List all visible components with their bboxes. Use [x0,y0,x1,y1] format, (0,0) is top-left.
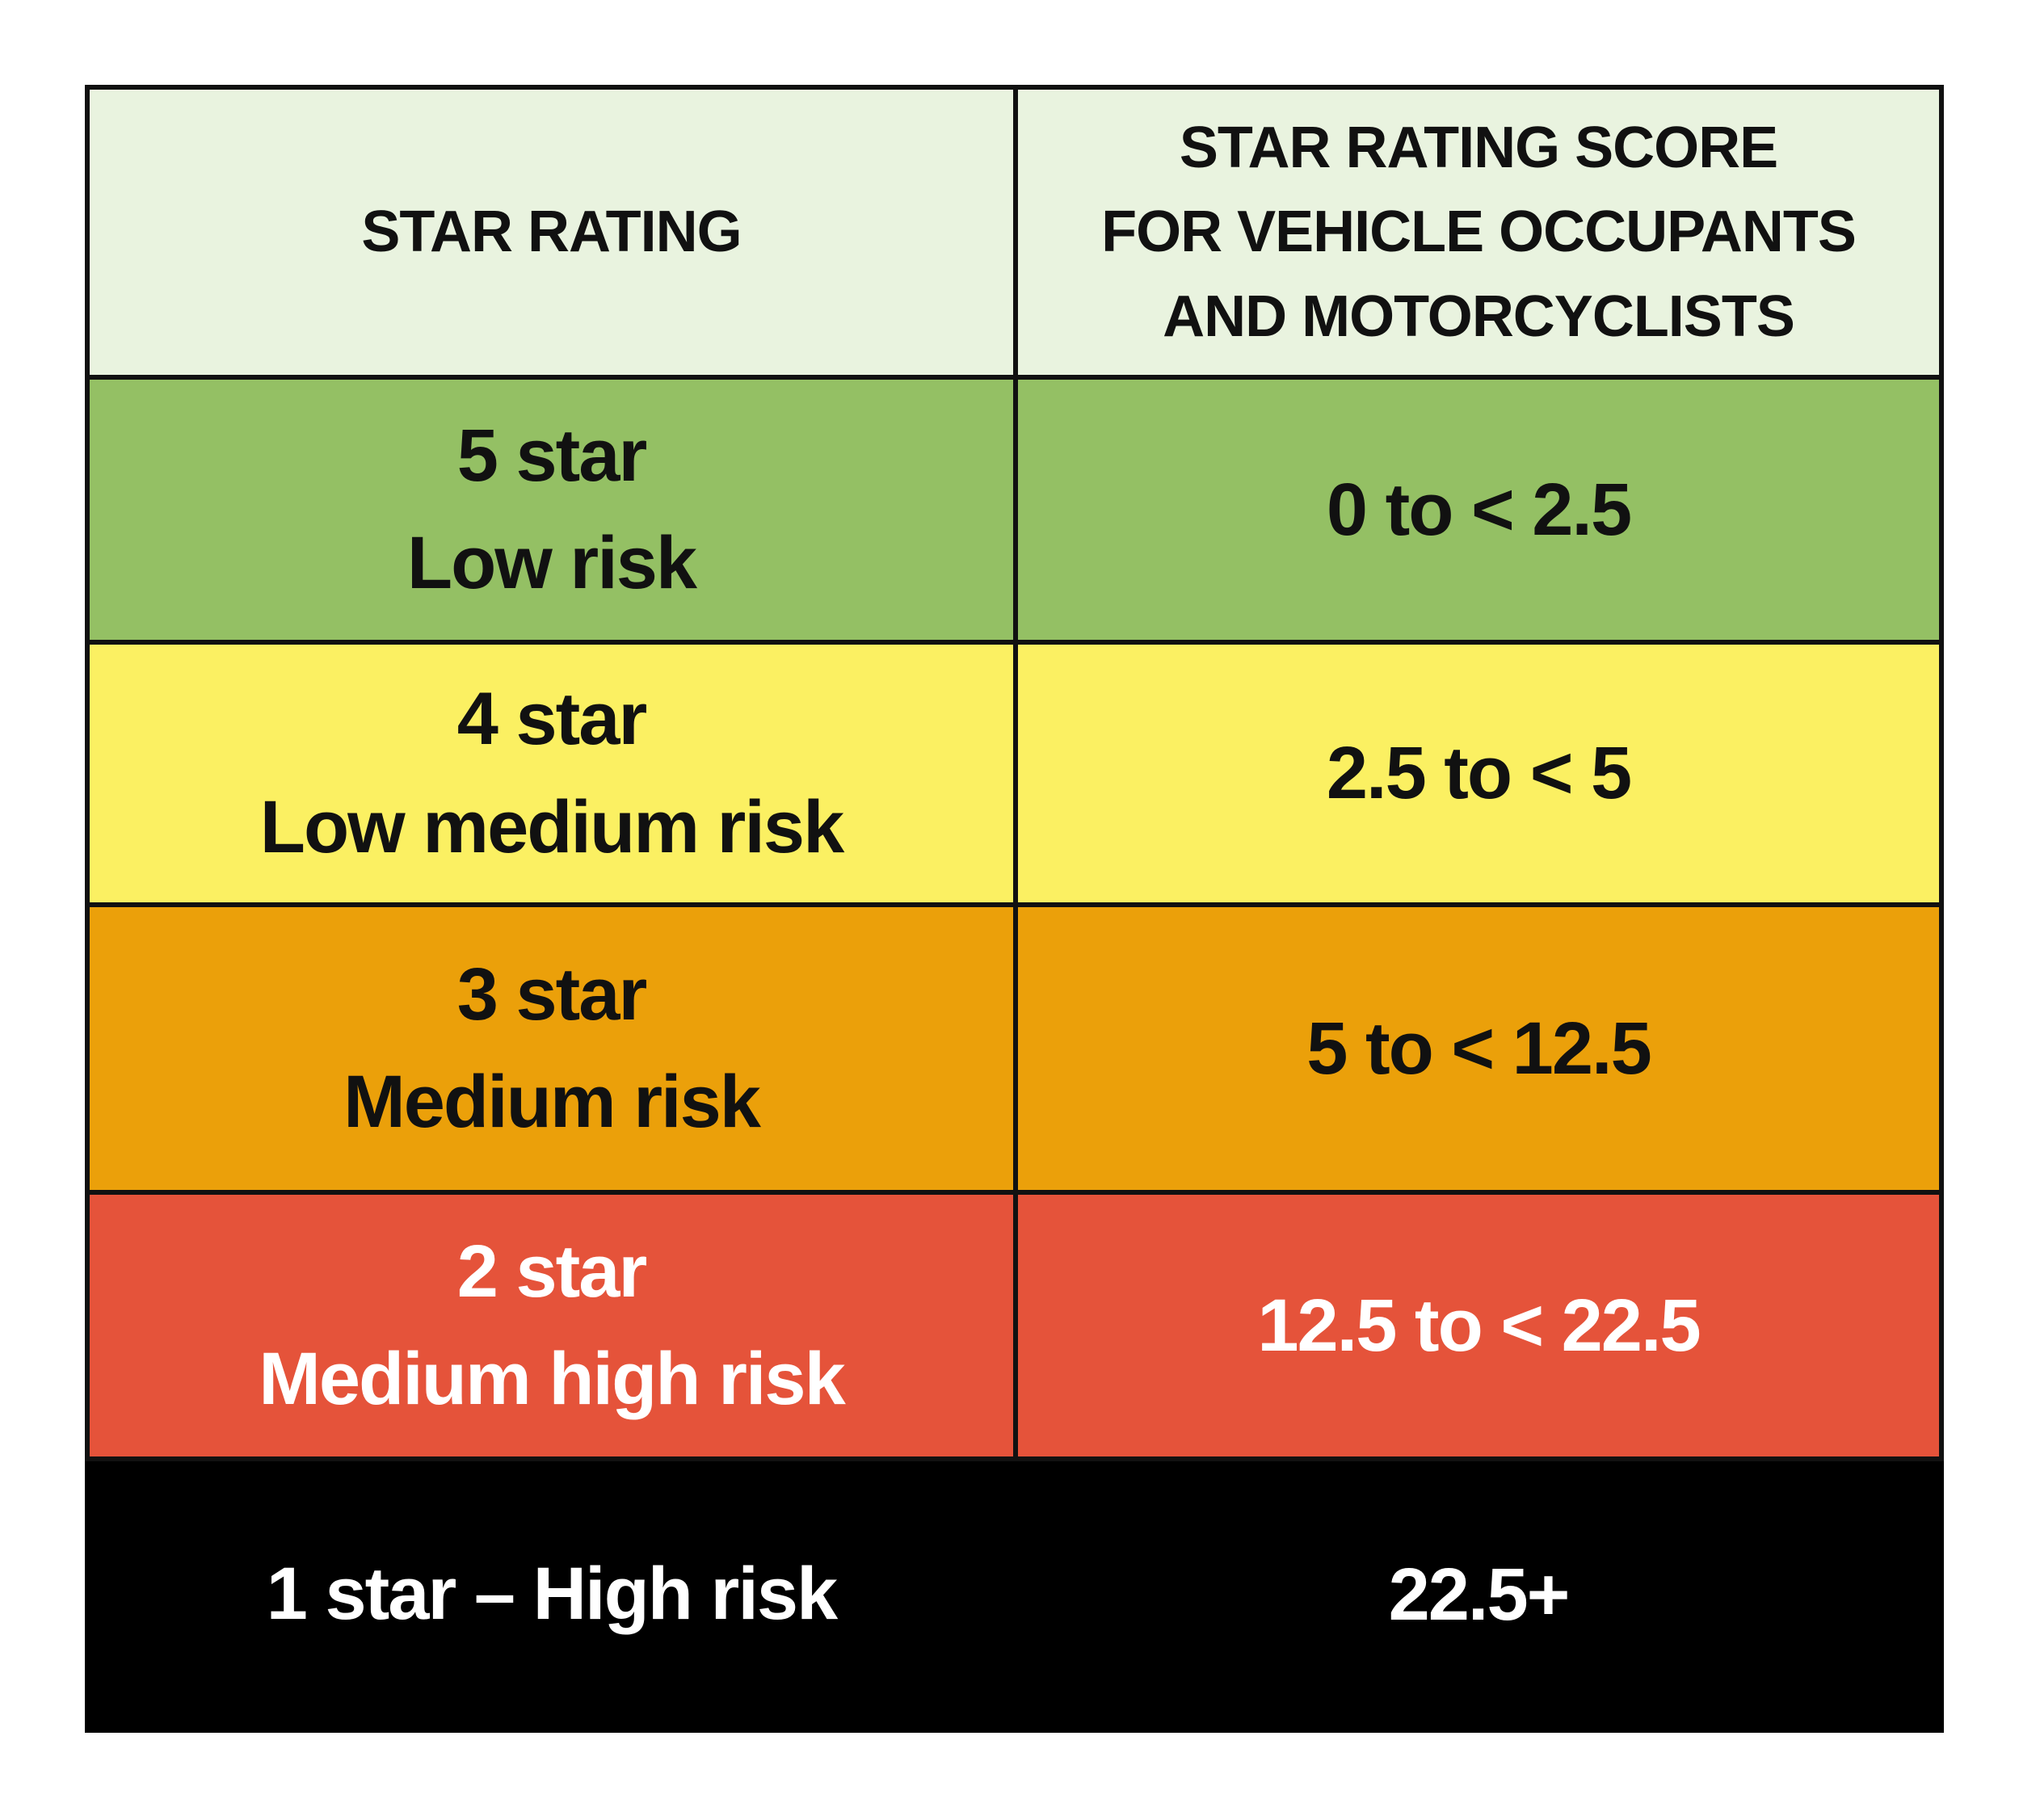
cell-line: FOR VEHICLE OCCUPANTS [1101,200,1857,265]
rating-cell: 2 star Medium high risk [85,1190,1018,1461]
score-cell: 5 to < 12.5 [1013,902,1944,1195]
rating-row: 4 star Low medium risk 2.5 to < 5 [85,640,1944,907]
table-body: STAR RATING STAR RATING SCORE FOR VEHICLE … [85,85,1944,1733]
rating-table: STAR RATING STAR RATING SCORE FOR VEHICLE … [85,85,1944,1733]
cell-line: Medium high risk [259,1338,846,1420]
header-cell: STAR RATING [85,85,1018,380]
rating-cell: 5 star Low risk [85,375,1018,645]
header-row: STAR RATING STAR RATING SCORE FOR VEHICLE … [85,85,1944,380]
cell-line: 2 star [456,1229,648,1313]
rating-cell: 1 star – High risk [85,1456,1018,1733]
cell-line: Medium risk [343,1061,761,1143]
rating-row: 1 star – High risk 22.5+ [85,1456,1944,1733]
score-cell: 2.5 to < 5 [1013,640,1944,907]
cell-line: STAR RATING SCORE [1179,115,1778,180]
score-cell: 0 to < 2.5 [1013,375,1944,645]
cell-line: Low risk [406,522,697,604]
rating-row: 5 star Low risk 0 to < 2.5 [85,375,1944,645]
rating-row: 2 star Medium high risk 12.5 to < 22.5 [85,1190,1944,1461]
cell-line: Low medium risk [259,785,845,868]
rating-row: 3 star Medium risk 5 to < 12.5 [85,902,1944,1195]
header-cell: STAR RATING SCORE FOR VEHICLE OCCUPANTS AN… [1013,85,1944,380]
cell-line: STAR RATING [361,200,742,265]
cell-line: AND MOTORCYCLISTS [1163,284,1795,349]
rating-cell: 4 star Low medium risk [85,640,1018,907]
cell-line: 3 star [456,952,648,1036]
score-cell: 22.5+ [1013,1456,1944,1733]
cell-line: 1 star – High risk [266,1553,838,1636]
rating-cell: 3 star Medium risk [85,902,1018,1195]
cell-line: 4 star [456,678,648,761]
cell-line: 5 star [456,414,648,497]
score-cell: 12.5 to < 22.5 [1013,1190,1944,1461]
